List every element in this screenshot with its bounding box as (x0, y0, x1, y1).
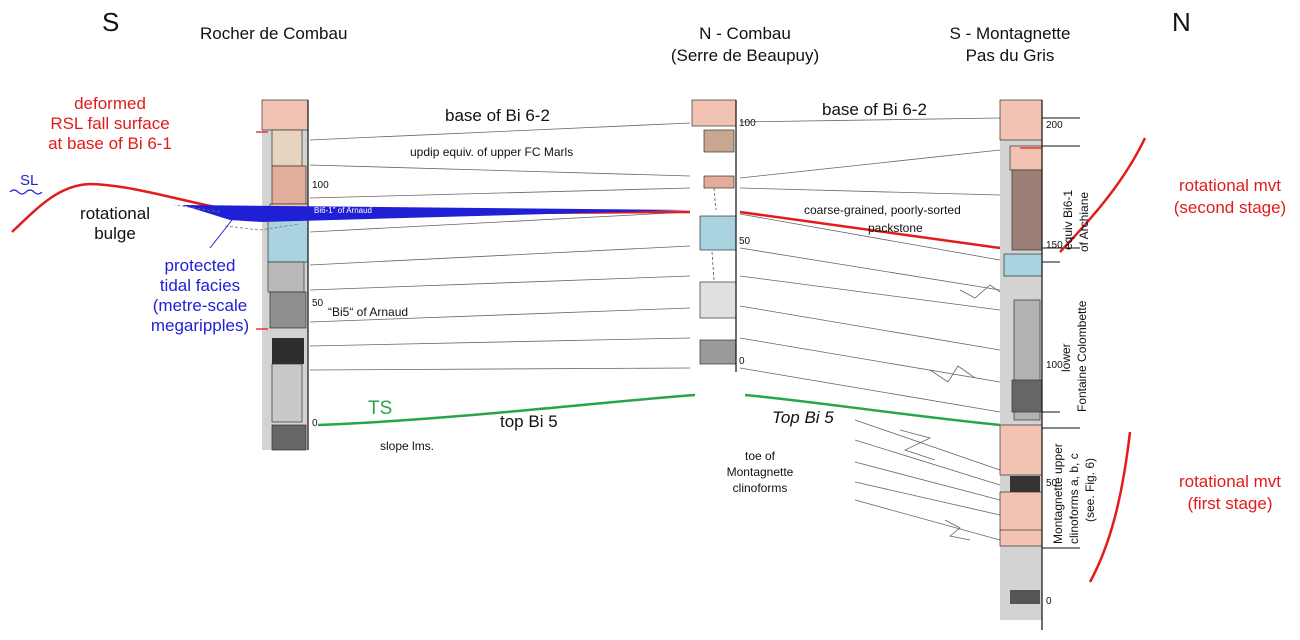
deformed-label-3: at base of Bi 6-1 (48, 134, 172, 153)
deformed-label-1: deformed (74, 94, 146, 113)
left-tick-100: 100 (312, 180, 329, 191)
slope-label: slope lms. (380, 439, 435, 453)
left-tick-50: 50 (312, 298, 324, 309)
bi61-arnaud-label: Bi6-1" of Arnaud (314, 206, 372, 215)
transgressive-surface (317, 393, 1001, 427)
upper-clino-label-1: Montagnette upper (1051, 443, 1065, 544)
protected-label-4: megaripples) (150, 316, 250, 335)
middle-tick-100: 100 (739, 118, 756, 129)
right-tick-50: 50 (1046, 478, 1058, 489)
deformed-label-2: RSL fall surface (50, 114, 170, 133)
base-bi62-left: base of Bi 6-2 (445, 106, 550, 125)
right-stratigraphic-column (999, 99, 1080, 630)
protected-label-2: tidal facies (159, 276, 241, 295)
tidal-facies-wedge (182, 205, 690, 222)
right-section-title-1: S - Montagnette (949, 24, 1071, 43)
rotational-second-2: (second stage) (1173, 198, 1287, 217)
south-label: S (102, 7, 120, 37)
sea-level-label: SL (20, 172, 39, 189)
left-stratigraphic-column (256, 99, 309, 451)
bi5-arnaud-label: “Bi5“ of Arnaud (328, 305, 409, 319)
middle-stratigraphic-column (691, 99, 737, 372)
right-section-title-2: Pas du Gris (965, 46, 1055, 65)
right-tick-100: 100 (1046, 360, 1063, 371)
protected-label-1: protected (164, 256, 236, 275)
middle-tick-50: 50 (739, 236, 751, 247)
lower-fc-label-2: Fontaine Colombette (1075, 300, 1089, 412)
right-tick-200: 200 (1046, 120, 1063, 131)
bulge-label-2: bulge (94, 224, 136, 243)
left-section-title: Rocher de Combau (200, 24, 348, 43)
middle-section-title-2: (Serre de Beaupuy) (670, 46, 820, 65)
toe-label-3: clinoforms (732, 481, 788, 495)
north-label: N (1172, 7, 1191, 37)
upper-clino-label-3: (see. Fig. 6) (1083, 457, 1097, 522)
rotational-first-2: (first stage) (1187, 494, 1273, 513)
equiv-label-1: equiv Bi6-1 (1061, 189, 1075, 250)
middle-tick-0: 0 (739, 356, 745, 367)
left-tick-0: 0 (312, 418, 318, 429)
ts-label: TS (368, 398, 393, 419)
sea-level-wave (9, 189, 43, 195)
base-bi62-right: base of Bi 6-2 (822, 100, 927, 119)
correlation-lines (309, 117, 1001, 541)
bulge-label-1: rotational (80, 204, 150, 223)
top-bi5-left-label: top Bi 5 (500, 412, 558, 431)
rotational-arc-second (1059, 137, 1147, 253)
right-tick-0: 0 (1046, 596, 1052, 607)
rotational-second-1: rotational mvt (1178, 176, 1282, 195)
protected-label-3: (metre-scale (152, 296, 248, 315)
lower-fc-label-1: lower (1059, 343, 1073, 372)
middle-section-title-1: N - Combau (699, 24, 791, 43)
rotational-arc-first (1088, 431, 1132, 583)
coarse-label-2: packstone (868, 221, 923, 235)
toe-label-1: toe of (744, 449, 776, 463)
top-bi5-right-label: Top Bi 5 (772, 408, 834, 427)
rotational-first-1: rotational mvt (1178, 472, 1282, 491)
toe-label-2: Montagnette (726, 465, 794, 479)
upper-clino-label-2: clinoforms a, b, c (1067, 453, 1081, 544)
equiv-label-2: of Archiane (1077, 191, 1091, 252)
coarse-label-1: coarse-grained, poorly-sorted (804, 203, 961, 217)
right-tick-150: 150 (1046, 240, 1063, 251)
updip-label: updip equiv. of upper FC Marls (410, 145, 574, 159)
